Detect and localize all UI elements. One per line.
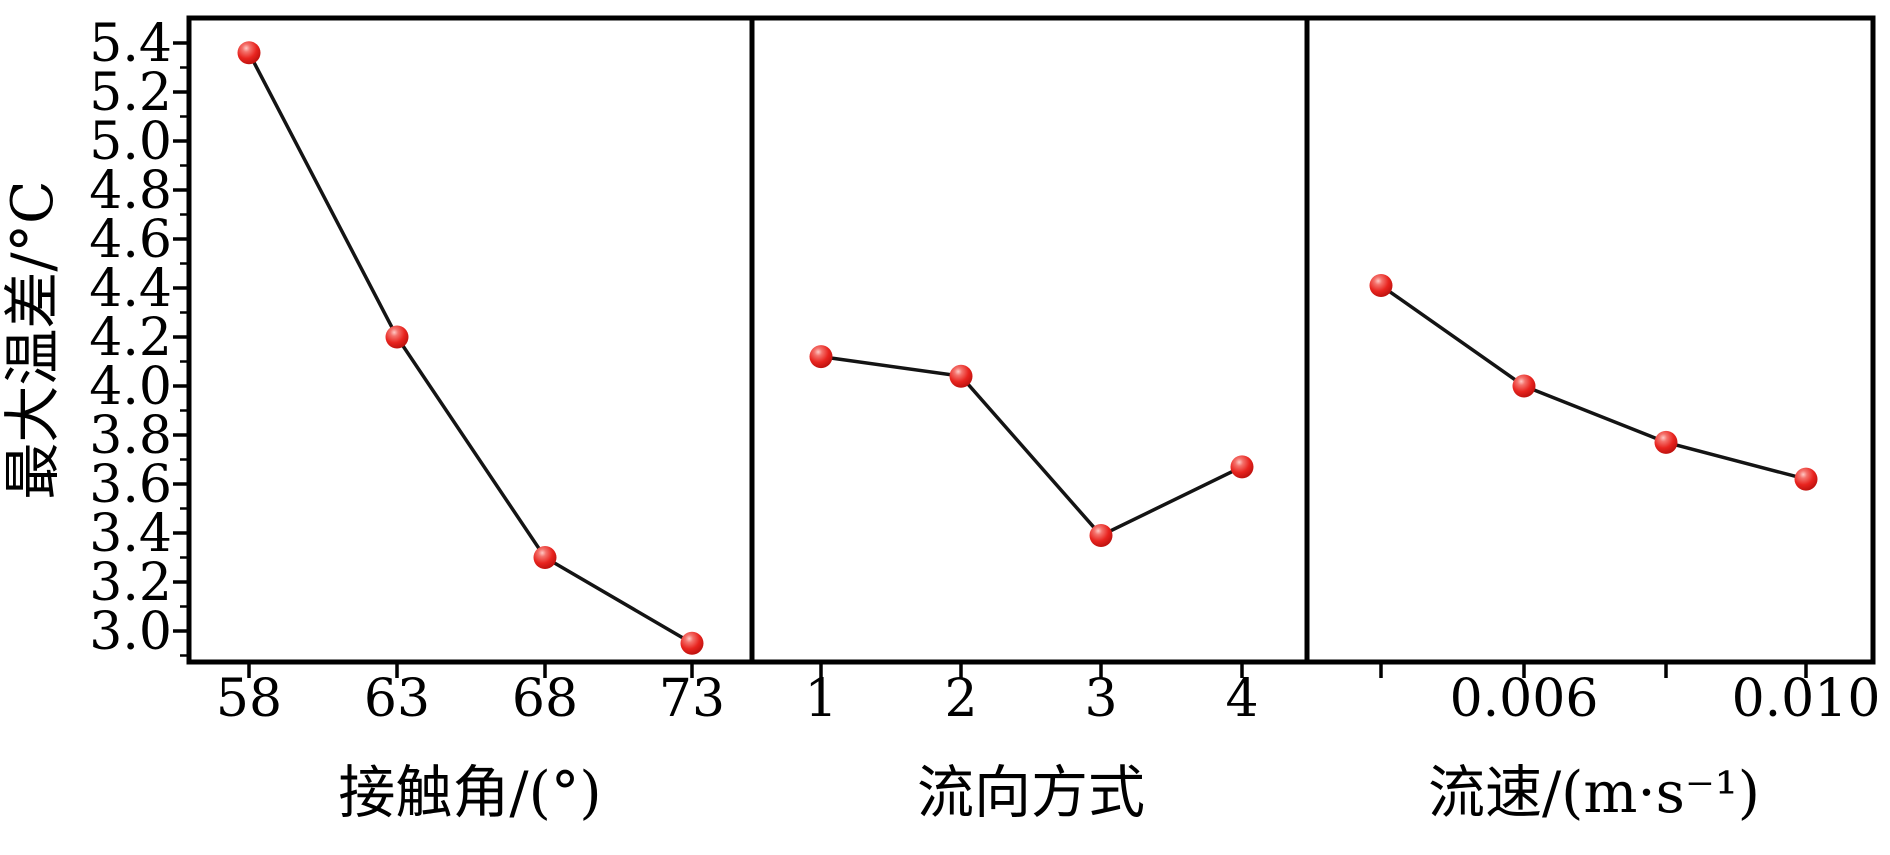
y-tick-label: 5.4 <box>89 14 172 74</box>
x-tick-label: 2 <box>944 669 977 729</box>
x-axis-title-contact-angle: 接触角/(°) <box>338 760 601 826</box>
data-point <box>1230 455 1254 479</box>
series-line <box>819 354 1244 538</box>
y-tick-label: 3.2 <box>89 553 172 613</box>
data-point <box>385 325 409 349</box>
series-line <box>247 51 694 645</box>
y-tick-label: 5.2 <box>89 63 172 123</box>
y-tick-label: 4.0 <box>89 357 172 417</box>
y-tick-label: 4.6 <box>89 210 172 270</box>
y-tick-label: 4.4 <box>89 259 172 319</box>
y-tick-label: 4.2 <box>89 308 172 368</box>
data-point <box>1654 430 1678 454</box>
y-tick-label: 4.8 <box>89 161 172 221</box>
data-point <box>237 41 261 65</box>
data-point <box>1794 467 1818 491</box>
series-line <box>1379 283 1808 481</box>
x-tick-label: 63 <box>364 669 430 729</box>
y-tick-label: 3.6 <box>89 455 172 515</box>
x-tick-label: 0.006 <box>1450 669 1599 729</box>
x-tick-label: 3 <box>1084 669 1117 729</box>
data-point <box>809 345 833 369</box>
data-point <box>533 546 557 569</box>
x-tick-label: 68 <box>512 669 578 729</box>
x-tick-label: 73 <box>659 669 725 729</box>
x-tick-label: 0.010 <box>1732 669 1881 729</box>
x-tick-label: 4 <box>1225 669 1258 729</box>
x-tick-label: 1 <box>804 669 837 729</box>
y-tick-label: 3.4 <box>89 504 172 564</box>
data-point <box>1089 523 1113 547</box>
data-point <box>949 364 973 388</box>
y-tick-label: 3.8 <box>89 406 172 466</box>
x-tick-label: 58 <box>216 669 282 729</box>
data-point <box>1512 374 1536 398</box>
data-point <box>1369 274 1393 298</box>
y-tick-label: 3.0 <box>89 602 172 662</box>
y-tick-label: 5.0 <box>89 112 172 172</box>
data-point <box>680 631 704 655</box>
x-axis-title-flow-direction: 流向方式 <box>917 760 1145 826</box>
x-axis-title-flow-velocity: 流速/(m·s⁻¹) <box>1428 760 1760 826</box>
plot-frame <box>186 15 1876 665</box>
y-axis-title: 最大温差/°C <box>0 180 66 499</box>
